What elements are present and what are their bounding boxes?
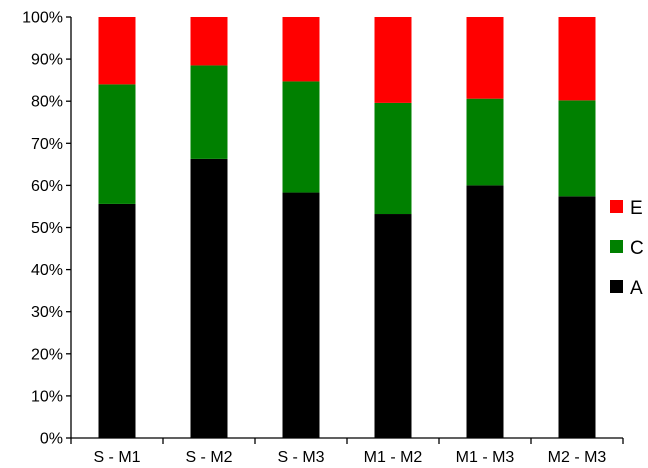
bar-m1-m2-e <box>374 17 412 103</box>
bar-s-m2-a <box>190 158 228 438</box>
x-category-label: M1 - M2 <box>364 449 423 466</box>
axes-layer: 0% 10% 20% 30% 40% 50% 60% 70% 80% 90% 100% S - M1 S… <box>22 10 624 466</box>
y-tick-label: 90% <box>31 52 63 69</box>
legend-label-a: A <box>630 278 643 299</box>
bar-s-m2-e <box>190 17 228 66</box>
y-tick-label: 100% <box>22 10 63 27</box>
bar-s-m3-c <box>282 81 320 193</box>
y-tick-label: 60% <box>31 178 63 195</box>
y-tick-label: 10% <box>31 388 63 405</box>
bar-m1-m3-e <box>466 17 504 99</box>
x-category-label: S - M3 <box>277 449 324 466</box>
bar-s-m1-a <box>98 203 136 438</box>
y-tick-label: 20% <box>31 346 63 363</box>
x-category-label: S - M2 <box>185 449 232 466</box>
bar-m1-m3-a <box>466 185 504 438</box>
x-category-label: M1 - M3 <box>456 449 515 466</box>
bar-s-m2-c <box>190 65 228 159</box>
bar-s-m1-e <box>98 17 136 85</box>
bar-m2-m3-a <box>558 196 596 438</box>
x-category-label: S - M1 <box>93 449 140 466</box>
bar-s-m1-c <box>98 84 136 204</box>
bar-m1-m3-c <box>466 98 504 186</box>
bar-s-m3-a <box>282 192 320 438</box>
legend-swatch-a <box>610 280 623 293</box>
x-category-label: M2 - M3 <box>548 449 607 466</box>
y-tick-label: 40% <box>31 262 63 279</box>
y-tick-label: 80% <box>31 94 63 111</box>
bar-m1-m2-a <box>374 214 412 438</box>
legend-label-c: C <box>630 238 644 259</box>
bar-m2-m3-e <box>558 17 596 101</box>
legend-swatch-e <box>610 200 623 213</box>
y-tick-label: 30% <box>31 304 63 321</box>
legend-swatch-c <box>610 240 623 253</box>
bar-m2-m3-c <box>558 100 596 197</box>
bar-m1-m2-c <box>374 102 412 215</box>
bar-s-m3-e <box>282 17 320 82</box>
legend: ECA <box>610 198 644 299</box>
y-tick-label: 70% <box>31 136 63 153</box>
bars-layer <box>98 17 596 438</box>
legend-label-e: E <box>630 198 643 219</box>
y-tick-label: 50% <box>31 220 63 237</box>
y-tick-label: 0% <box>40 431 63 448</box>
